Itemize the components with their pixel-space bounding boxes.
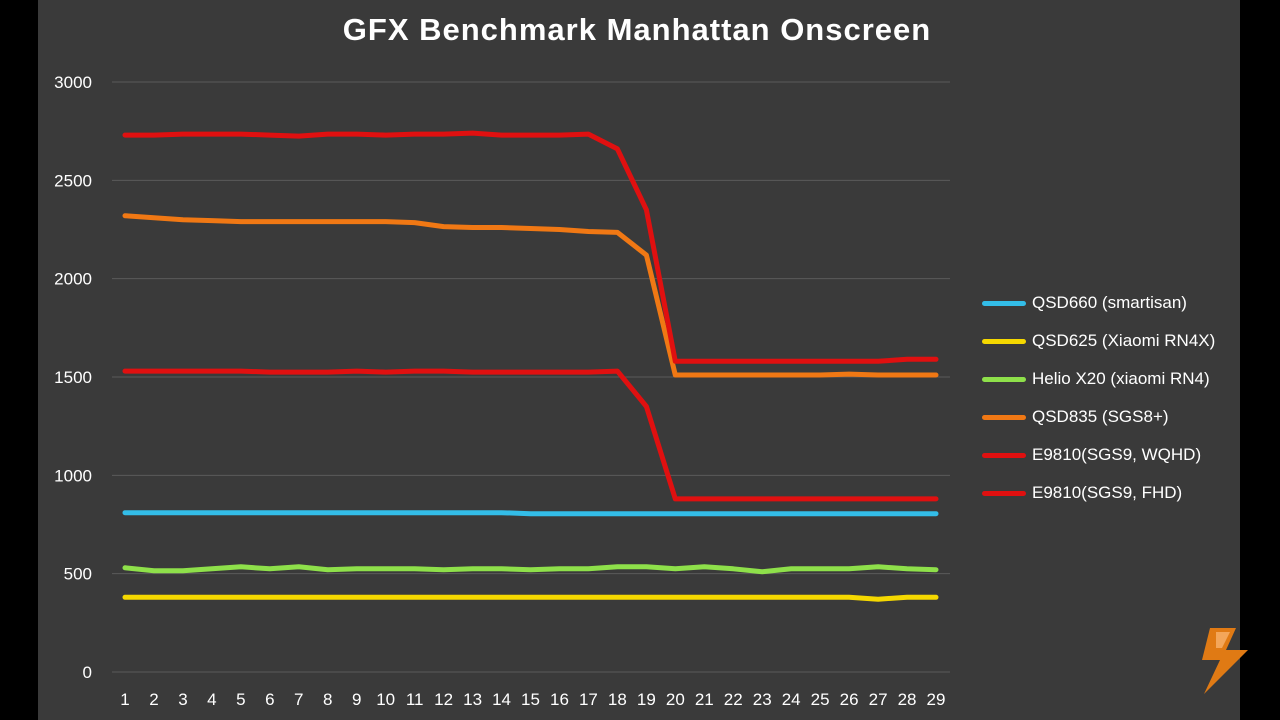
- series-line: [122, 510, 939, 517]
- x-tick-label: 19: [637, 690, 656, 709]
- x-tick-label: 29: [927, 690, 946, 709]
- x-tick-label: 12: [434, 690, 453, 709]
- legend-label: Helio X20 (xiaomi RN4): [1032, 369, 1210, 388]
- y-tick-label: 1000: [54, 466, 92, 485]
- x-tick-label: 1: [120, 690, 129, 709]
- legend-label: E9810(SGS9, FHD): [1032, 483, 1183, 502]
- x-tick-label: 4: [207, 690, 216, 709]
- legend-label: QSD625 (Xiaomi RN4X): [1032, 331, 1216, 350]
- x-tick-label: 17: [579, 690, 598, 709]
- x-tick-label: 5: [236, 690, 245, 709]
- x-tick-label: 25: [811, 690, 830, 709]
- chart-background: [38, 0, 1240, 720]
- legend-swatch: [982, 490, 1026, 496]
- legend-entry: QSD660 (smartisan): [982, 284, 1242, 322]
- y-tick-label: 3000: [54, 73, 92, 92]
- y-tick-label: 0: [83, 663, 92, 682]
- series-line: [122, 564, 939, 575]
- legend-entry: QSD835 (SGS8+): [982, 398, 1242, 436]
- x-tick-label: 28: [898, 690, 917, 709]
- legend-entry: E9810(SGS9, FHD): [982, 474, 1242, 512]
- x-tick-label: 22: [724, 690, 743, 709]
- legend-label: E9810(SGS9, WQHD): [1032, 445, 1202, 464]
- legend-swatch: [982, 300, 1026, 306]
- legend-entry: E9810(SGS9, WQHD): [982, 436, 1242, 474]
- x-tick-label: 23: [753, 690, 772, 709]
- x-tick-label: 27: [869, 690, 888, 709]
- legend: QSD660 (smartisan) QSD625 (Xiaomi RN4X) He…: [982, 284, 1242, 512]
- series-lines: [122, 130, 939, 602]
- x-tick-label: 6: [265, 690, 274, 709]
- y-tick-label: 2000: [54, 270, 92, 289]
- legend-swatch: [982, 376, 1026, 382]
- x-tick-label: 13: [463, 690, 482, 709]
- legend-label: QSD660 (smartisan): [1032, 293, 1187, 312]
- legend-entry: Helio X20 (xiaomi RN4): [982, 360, 1242, 398]
- x-tick-label: 24: [782, 690, 801, 709]
- x-axis-ticks: 1 2 3 4 5 6 7 8 9 10 11 12 13 14 15 16 17 18 19 20 21 22 23 24 2…: [120, 690, 945, 709]
- x-tick-label: 2: [149, 690, 158, 709]
- series-line: [122, 368, 939, 502]
- y-tick-label: 2500: [54, 171, 92, 190]
- legend-entry: QSD625 (Xiaomi RN4X): [982, 322, 1242, 360]
- legend-swatch: [982, 414, 1026, 420]
- lightning-logo-icon: [1202, 628, 1248, 694]
- series-line: [122, 594, 939, 602]
- x-tick-label: 3: [178, 690, 187, 709]
- x-tick-label: 18: [608, 690, 627, 709]
- gridlines: [112, 81, 950, 673]
- x-tick-label: 9: [352, 690, 361, 709]
- chart-title: GFX Benchmark Manhattan Onscreen: [342, 12, 932, 47]
- x-tick-label: 26: [840, 690, 859, 709]
- y-tick-label: 1500: [54, 368, 92, 387]
- x-tick-label: 11: [406, 690, 424, 709]
- x-tick-label: 15: [521, 690, 540, 709]
- y-tick-label: 500: [64, 565, 92, 584]
- legend-swatch: [982, 452, 1026, 458]
- legend-swatch: [982, 338, 1026, 344]
- x-tick-label: 8: [323, 690, 332, 709]
- x-tick-label: 16: [550, 690, 569, 709]
- x-tick-label: 10: [376, 690, 395, 709]
- x-tick-label: 20: [666, 690, 685, 709]
- series-line: [122, 130, 939, 364]
- legend-label: QSD835 (SGS8+): [1032, 407, 1169, 426]
- x-tick-label: 21: [695, 690, 714, 709]
- x-tick-label: 14: [492, 690, 511, 709]
- series-line: [122, 213, 939, 378]
- x-tick-label: 7: [294, 690, 303, 709]
- y-axis-ticks: 0 500 1000 1500 2000 2500 3000: [54, 73, 92, 682]
